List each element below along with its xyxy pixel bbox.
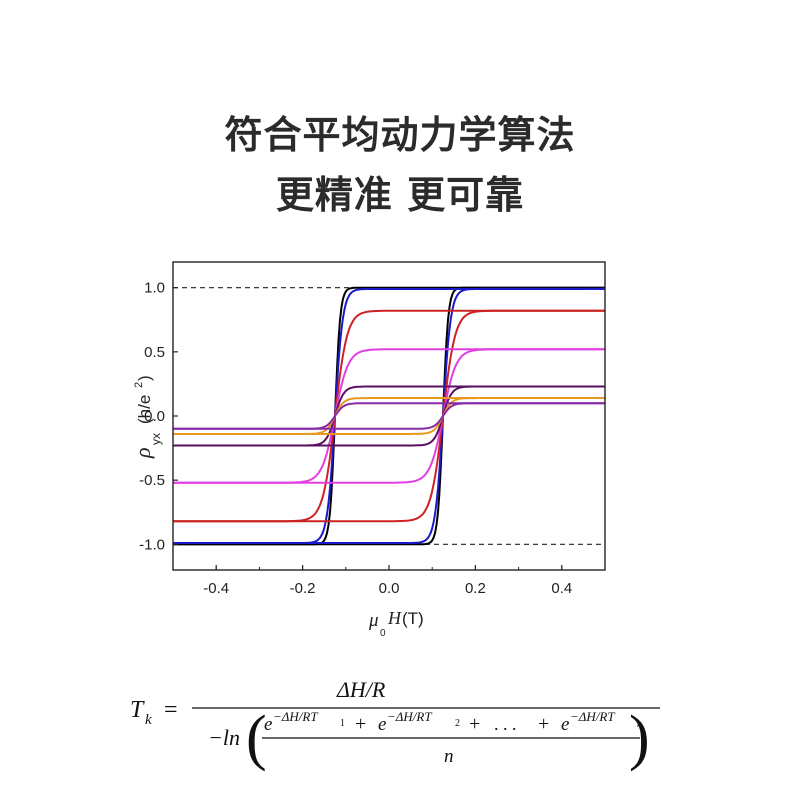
series-4-down-sweep xyxy=(173,348,605,484)
x-tick-label: 0.2 xyxy=(465,580,486,597)
y-axis-label: ρ yx (h/e 2 ) xyxy=(130,375,163,459)
series-group xyxy=(173,286,605,546)
headline-line-2: 更精准 更可靠 xyxy=(275,173,525,217)
formula-term1-subscript: 1 xyxy=(340,718,345,729)
y-tick-label: 0.0 xyxy=(144,408,165,425)
formula-equals: = xyxy=(164,697,178,723)
formula-term3: e xyxy=(561,714,569,735)
formula-left-paren: ( xyxy=(246,704,267,772)
formula-plus-2: + xyxy=(469,713,480,735)
x-axis-unit: (T) xyxy=(402,609,424,628)
formula-dots: . . . xyxy=(494,714,517,734)
y-axis-unit: (h/e xyxy=(135,395,154,424)
series-1-down-sweep xyxy=(173,286,605,546)
y-axis-symbol: ρ xyxy=(130,447,155,459)
x-axis-label: μ 0 H (T) xyxy=(368,608,424,639)
x-tick-label: -0.4 xyxy=(203,580,229,597)
formula-neg-ln: −ln xyxy=(208,725,240,750)
x-tick-label: 0.0 xyxy=(379,580,400,597)
x-axis-symbol: μ xyxy=(368,610,379,631)
formula-term3-subscript: n xyxy=(637,719,642,730)
series-7-down-sweep xyxy=(173,402,605,430)
formula-term1: e xyxy=(264,714,272,735)
y-tick-label: -1.0 xyxy=(139,536,165,553)
series-3-down-sweep xyxy=(173,309,605,523)
series-6-down-sweep xyxy=(173,397,605,435)
axis-ticks: -0.4 -0.2 0.0 0.2 0.4 1.0 0.5 0.0 -0.5 -1.0 xyxy=(139,280,606,597)
formula-inner-denominator: n xyxy=(444,746,454,767)
x-tick-label: 0.4 xyxy=(551,580,572,597)
x-tick-label: -0.2 xyxy=(290,580,316,597)
y-tick-label: 0.5 xyxy=(144,344,165,361)
x-axis-variable: H xyxy=(387,608,402,628)
headline-line-1: 符合平均动力学算法 xyxy=(224,113,576,157)
formula-numerator: ΔH/R xyxy=(336,677,386,702)
formula-lhs: T xyxy=(130,697,145,723)
x-axis-subscript: 0 xyxy=(380,628,386,639)
series-5-down-sweep xyxy=(173,385,605,447)
formula-term2: e xyxy=(378,714,386,735)
series-2-down-sweep xyxy=(173,287,605,544)
y-tick-label: -0.5 xyxy=(139,472,165,489)
formula-plus-3: + xyxy=(538,713,549,735)
y-axis-unit-superscript: 2 xyxy=(133,382,145,388)
y-tick-label: 1.0 xyxy=(144,280,165,297)
formula-lhs-subscript: k xyxy=(145,712,152,728)
formula-term2-subscript: 2 xyxy=(455,718,460,729)
formula-plus-1: + xyxy=(355,713,366,735)
formula-term1-exponent: −ΔH/RT xyxy=(273,709,318,724)
formula-term3-exponent: −ΔH/RT xyxy=(570,709,615,724)
formula-term2-exponent: −ΔH/RT xyxy=(387,709,432,724)
y-axis-subscript: yx xyxy=(149,433,163,445)
y-axis-unit-close: ) xyxy=(135,375,154,381)
